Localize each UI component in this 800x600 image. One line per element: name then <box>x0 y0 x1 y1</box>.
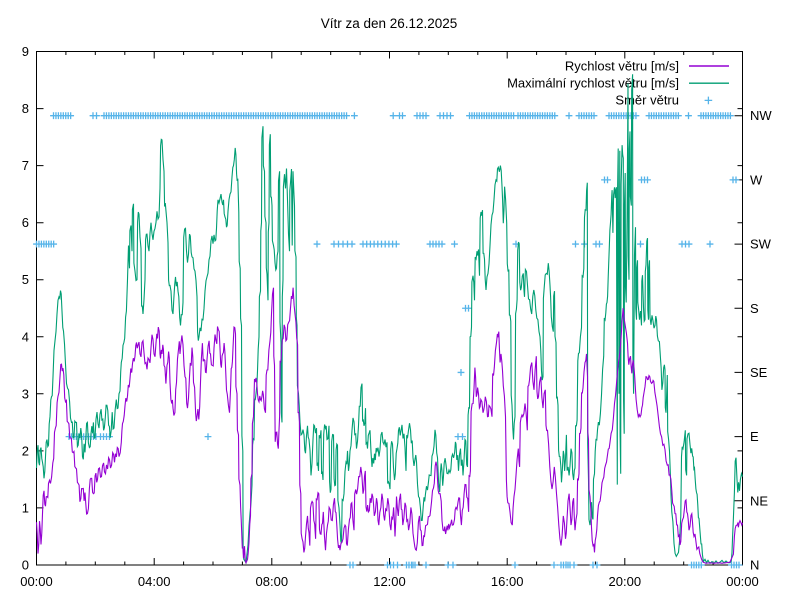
svg-text:Vítr za den 26.12.2025: Vítr za den 26.12.2025 <box>321 16 458 31</box>
svg-text:3: 3 <box>22 386 29 401</box>
svg-text:SW: SW <box>750 237 772 252</box>
svg-text:08:00: 08:00 <box>256 574 289 589</box>
svg-text:NW: NW <box>750 108 772 123</box>
svg-text:SE: SE <box>750 365 768 380</box>
svg-text:Rychlost větru [m/s]: Rychlost větru [m/s] <box>565 59 679 74</box>
svg-text:NE: NE <box>750 493 768 508</box>
svg-text:W: W <box>750 172 763 187</box>
svg-text:1: 1 <box>22 500 29 515</box>
svg-text:12:00: 12:00 <box>373 574 406 589</box>
svg-text:S: S <box>750 301 759 316</box>
svg-text:16:00: 16:00 <box>491 574 524 589</box>
svg-text:Směr větru: Směr větru <box>615 93 679 108</box>
svg-text:Maximální rychlost větru [m/s]: Maximální rychlost větru [m/s] <box>507 76 679 91</box>
svg-text:5: 5 <box>22 272 29 287</box>
svg-text:8: 8 <box>22 101 29 116</box>
svg-text:4: 4 <box>22 329 29 344</box>
svg-text:E: E <box>750 429 759 444</box>
svg-text:6: 6 <box>22 215 29 230</box>
svg-text:N: N <box>750 558 759 573</box>
svg-text:2: 2 <box>22 443 29 458</box>
svg-text:00:00: 00:00 <box>20 574 53 589</box>
svg-text:04:00: 04:00 <box>138 574 171 589</box>
svg-text:9: 9 <box>22 44 29 59</box>
svg-text:20:00: 20:00 <box>609 574 642 589</box>
svg-text:00:00: 00:00 <box>726 574 759 589</box>
svg-text:0: 0 <box>22 558 29 573</box>
svg-text:7: 7 <box>22 158 29 173</box>
